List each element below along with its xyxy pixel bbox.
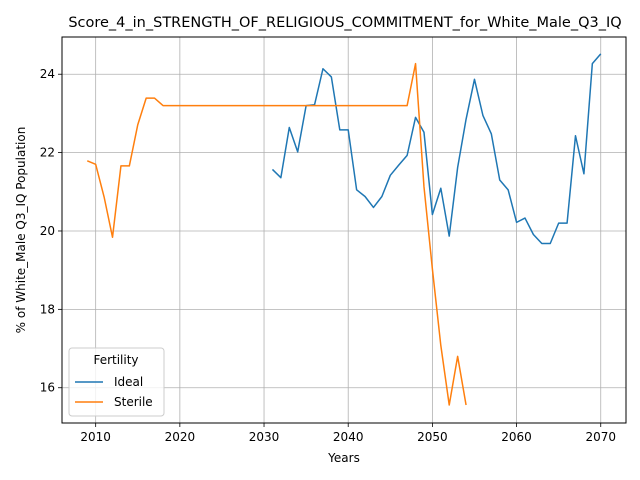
y-axis: 16 18 20 22 24 <box>40 67 62 395</box>
series-line-ideal <box>271 53 602 245</box>
x-axis: 2010 2020 2030 2040 2050 2060 2070 <box>80 423 616 444</box>
chart-title: Score_4_in_STRENGTH_OF_RELIGIOUS_COMMITM… <box>68 15 621 31</box>
legend: Fertility Ideal Sterile <box>68 347 165 417</box>
plot-frame <box>61 36 627 424</box>
y-tick-label: 22 <box>40 146 55 160</box>
y-tick-label: 18 <box>40 302 55 316</box>
x-tick-label: 2010 <box>80 430 111 444</box>
x-tick-label: 2070 <box>585 430 616 444</box>
x-axis-label: Years <box>327 451 360 465</box>
legend-title: Fertility <box>93 353 138 367</box>
legend-label-ideal: Ideal <box>114 375 143 389</box>
legend-box <box>68 347 165 417</box>
x-tick-label: 2060 <box>501 430 532 444</box>
y-tick-label: 16 <box>40 381 55 395</box>
y-tick-label: 20 <box>40 224 55 238</box>
x-tick-label: 2020 <box>165 430 196 444</box>
x-tick-label: 2030 <box>249 430 280 444</box>
series-line-sterile <box>86 62 467 406</box>
x-tick-label: 2040 <box>333 430 364 444</box>
series-layer <box>86 53 602 406</box>
legend-label-sterile: Sterile <box>114 395 153 409</box>
y-axis-label: % of White_Male Q3_IQ Population <box>14 127 28 334</box>
x-tick-label: 2050 <box>417 430 448 444</box>
y-tick-label: 24 <box>40 67 55 81</box>
